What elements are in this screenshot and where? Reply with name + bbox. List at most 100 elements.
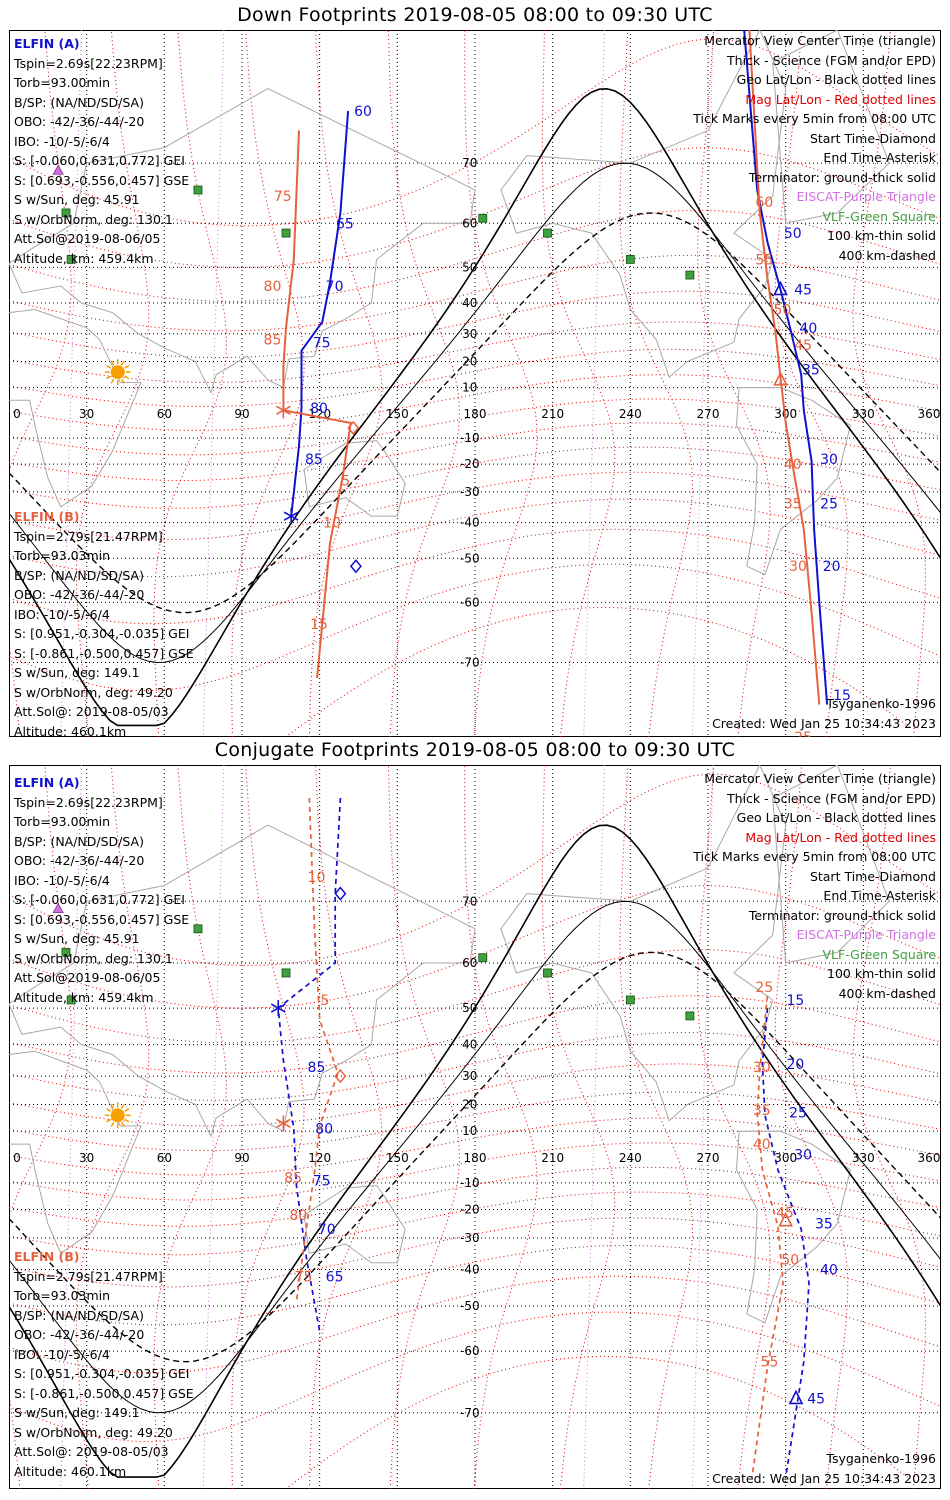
elfin-b-tick-label: 25 [755,980,773,996]
elfin-b-line: S w/Sun, deg: 149.1 [14,1405,140,1420]
mag-meridian-line [60,765,82,1489]
elfin-a-line: Att.Sol@2019-08-06/05 [14,970,161,985]
elfin-a-tick-label: 45 [794,283,812,299]
elfin-b-track [748,30,821,705]
elfin-a-line: OBO: -42/-36/-44/-20 [14,853,145,868]
elfin-a-tick-label: 65 [326,1269,344,1285]
elfin-b-line: Torb=93.03min [14,1288,111,1303]
elfin-a-line: Tspin=2.69s[22.23RPM] [14,794,163,810]
lat-tick-label: 60 [462,216,477,230]
lon-tick-label: 0 [13,407,21,421]
elfin-a-end-asterisk-stroke [283,511,299,521]
elfin-b-line: S w/Sun, deg: 149.1 [14,665,140,680]
sun-ray [121,378,125,384]
elfin-a-tick-label: 15 [833,688,851,704]
elfin-b-end-asterisk [276,402,291,419]
sun-ray [106,1108,112,1112]
elfin-b-line: OBO: -42/-36/-44/-20 [14,1327,145,1342]
elfin-a-tick-label: 30 [820,452,838,468]
elfin-b-tick-label: 5 [320,993,329,1009]
elfin-a-tick-label: 60 [354,104,372,120]
mag-meridian-line [691,765,714,1489]
elfin-b-tick-label: 80 [264,279,282,295]
down-footprints-panel: Down Footprints 2019-08-05 08:00 to 09:3… [0,0,950,740]
lat-tick-label: -10 [460,1176,480,1190]
conjugate-footprints-panel: Conjugate Footprints 2019-08-05 08:00 to… [0,735,950,1500]
sun-icon [110,365,125,380]
created-label: Created: Wed Jan 25 10:34:43 2023 [712,1471,936,1486]
elfin-a-tick-label: 25 [820,497,838,513]
lon-tick-label: 270 [697,1151,720,1165]
vlf-station-marker [478,213,488,223]
lon-tick-label: 240 [619,1151,642,1165]
elfin-a-line: IBO: -10/-5/-6/4 [14,872,110,888]
elfin-a-line: B/SP: (NA/ND/SD/SA) [14,833,144,849]
elfin-b-line: Altitude: 460.1km [14,723,127,739]
elfin-b-tick-label: 30 [789,559,807,575]
legend-item: Tick Marks every 5min from 08:00 UTC [693,849,936,864]
elfin-b-info: ELFIN (B) Tspin=2.79s[21.47RPM] Torb=93.… [14,1247,194,1481]
created-label: Created: Wed Jan 25 10:34:43 2023 [712,716,936,731]
elfin-a-line: Torb=93.00min [14,75,111,90]
mag-lat-line [9,471,941,541]
lon-tick-label: 180 [464,407,487,421]
legend-item: 400 km-dashed [838,247,936,263]
elfin-a-line: Altitude, km: 459.4km [14,250,154,266]
legend-item: 100 km-thin solid [827,966,936,981]
elfin-a-tick-label: 25 [789,1106,807,1122]
vlf-station-marker [61,947,71,957]
elfin-b-tick-label: 50 [781,1253,799,1269]
footprint-map: 0 30 60 90 120 150 180 210 240 270 300 330 360706050… [9,30,941,737]
mag-lon-line [697,30,771,737]
elfin-a-view-center-triangle [788,1389,804,1405]
elfin-a-track [743,30,829,705]
lon-tick-label: 120 [308,1151,331,1165]
coastline [9,88,476,395]
legend-item: Terminator: ground-thick solid [748,907,936,923]
elfin-b-start-diamond [347,420,360,436]
elfin-a-line: S: [0.693,-0.556,0.457] GSE [14,911,190,927]
elfin-a-tick-label: 35 [815,1216,833,1232]
elfin-a-line: Att.Sol@2019-08-06/05 [14,231,161,246]
legend-item: 100 km-thin solid [827,228,936,243]
legend-item: Mercator View Center Time (triangle) [704,771,936,786]
vlf-station-marker [543,968,552,978]
elfin-a-view-center-triangle [773,280,788,296]
vlf-station-marker [66,995,76,1005]
elfin-b-line: OBO: -42/-36/-44/-20 [14,587,145,602]
elfin-b-tick-label: 85 [264,333,282,349]
vlf-station-marker [281,228,291,238]
elfin-b-tick-label: 35 [784,497,802,513]
elfin-b-line: S: [-0.861,-0.500,0.457] GSE [14,1385,194,1401]
lat-tick-label: 40 [462,1038,477,1052]
lon-tick-label: 150 [386,1151,409,1165]
elfin-a-end-asterisk-stroke [270,1003,286,1013]
mag-lat-line [9,374,941,431]
coastline [303,440,406,517]
lat-tick-label: -50 [460,551,480,565]
elfin-b-tick-label: 55 [755,252,773,268]
legend-item: End Time-Asterisk [823,150,936,165]
vlf-station-marker [625,254,635,264]
elfin-a-tick-label: 50 [784,226,802,242]
sun-ray [110,1121,115,1127]
elfin-b-tick-label: 60 [755,195,773,211]
legend-item: Start Time-Diamond [809,868,936,884]
lon-tick-label: 60 [157,1151,172,1165]
elfin-b-line: Tspin=2.79s[21.47RPM] [14,528,163,544]
lon-tick-label: 210 [541,407,564,421]
elfin-a-header: ELFIN (A) [14,775,80,790]
elfin-a-tick-label: 85 [308,1060,326,1076]
elfin-a-tick-label: 15 [786,993,804,1009]
elfin-a-line: S: [-0.060,0.631,0.772] GEI [14,892,185,907]
coastline [9,824,476,1138]
elfin-a-tick-label: 65 [336,216,354,232]
lat-tick-label: -60 [460,595,480,609]
lon-tick-label: 240 [619,407,642,421]
elfin-a-end-asterisk [283,508,299,525]
lat-tick-label: 20 [462,355,477,369]
mag-lat-line [9,1191,941,1256]
vlf-station-marker [685,270,695,280]
elfin-b-tick-label: 75 [295,1269,313,1285]
vlf-station-marker [61,208,71,218]
